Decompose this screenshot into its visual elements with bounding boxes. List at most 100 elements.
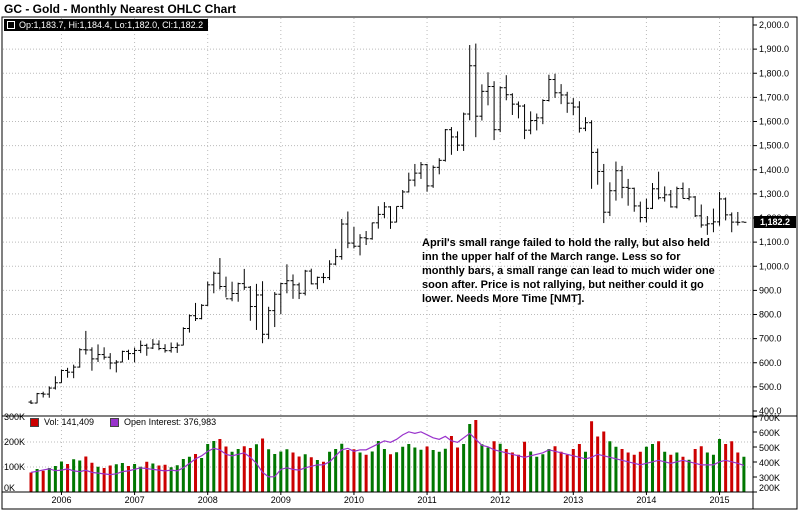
volume-bar bbox=[632, 454, 636, 492]
volume-bar bbox=[267, 449, 271, 492]
volume-bar bbox=[687, 459, 691, 492]
volume-bar bbox=[693, 449, 697, 492]
volume-bar bbox=[431, 450, 435, 492]
volume-bar bbox=[78, 460, 82, 492]
volume-bar bbox=[102, 468, 106, 492]
volume-tick-label: 100K bbox=[4, 462, 25, 472]
volume-bar bbox=[309, 457, 313, 492]
year-tick-label: 2015 bbox=[710, 495, 730, 505]
price-tick-label: 1,800.0 bbox=[759, 68, 789, 78]
volume-bar bbox=[705, 452, 709, 492]
annotation-line: lower. Needs More Time [NMT]. bbox=[422, 293, 585, 305]
year-tick-label: 2013 bbox=[563, 495, 583, 505]
volume-bar bbox=[35, 469, 39, 492]
volume-bar bbox=[504, 449, 508, 492]
volume-bar bbox=[468, 424, 472, 492]
quote-box: Op:1,183.7, Hi:1,184.4, Lo:1,182.0, Cl:1… bbox=[4, 19, 209, 31]
volume-bar bbox=[303, 454, 307, 492]
volume-bar bbox=[614, 446, 618, 492]
volume-legend: Vol: 141,409 Open Interest: 376,983 bbox=[30, 417, 216, 427]
volume-bar bbox=[498, 443, 502, 492]
price-tick-label: 900.0 bbox=[759, 285, 782, 295]
year-tick-label: 2007 bbox=[125, 495, 145, 505]
volume-bar bbox=[346, 450, 350, 492]
year-tick-label: 2011 bbox=[417, 495, 436, 505]
price-tick-label: 1,300.0 bbox=[759, 189, 789, 199]
volume-bar bbox=[218, 439, 222, 492]
volume-bar bbox=[486, 447, 490, 492]
oi-tick-label: 500K bbox=[759, 443, 780, 453]
volume-bar bbox=[620, 449, 624, 492]
volume-label: Vol: 141,409 bbox=[44, 417, 95, 427]
volume-bar bbox=[590, 421, 594, 492]
volume-swatch-icon bbox=[30, 417, 39, 427]
volume-bar bbox=[657, 441, 661, 492]
volume-bar bbox=[279, 451, 283, 492]
volume-bar bbox=[321, 461, 325, 492]
volume-bar bbox=[553, 446, 557, 492]
year-tick-label: 2009 bbox=[271, 495, 291, 505]
volume-bar bbox=[413, 447, 417, 492]
annotation-line: April's small range failed to hold the r… bbox=[422, 237, 710, 249]
open-interest-label: Open Interest: 376,983 bbox=[124, 417, 217, 427]
volume-bar bbox=[261, 438, 265, 492]
volume-bar bbox=[114, 464, 118, 492]
volume-bar bbox=[108, 465, 112, 492]
volume-bar bbox=[145, 461, 149, 492]
volume-tick-label: 300K bbox=[4, 412, 25, 422]
volume-bar bbox=[583, 451, 587, 492]
volume-bar bbox=[437, 451, 441, 492]
volume-bar bbox=[66, 464, 70, 492]
volume-bar bbox=[133, 464, 137, 492]
volume-bar bbox=[41, 470, 45, 492]
oi-tick-label: 300K bbox=[759, 473, 780, 483]
volume-bar bbox=[474, 420, 478, 492]
volume-bar bbox=[699, 446, 703, 492]
volume-bar bbox=[200, 458, 204, 492]
year-tick-label: 2014 bbox=[636, 495, 656, 505]
volume-bar bbox=[187, 456, 191, 492]
volume-bar bbox=[364, 454, 368, 492]
volume-bar bbox=[90, 462, 94, 492]
year-tick-label: 2008 bbox=[198, 495, 218, 505]
oi-tick-label: 700K bbox=[759, 413, 780, 423]
volume-bar bbox=[120, 463, 124, 492]
price-tick-label: 400.0 bbox=[759, 406, 782, 416]
volume-bar bbox=[181, 459, 185, 492]
price-tick-label: 1,600.0 bbox=[759, 117, 789, 127]
volume-bar bbox=[395, 452, 399, 492]
volume-bar bbox=[389, 454, 392, 492]
volume-bar bbox=[651, 444, 655, 492]
volume-bar bbox=[711, 454, 715, 492]
volume-bar bbox=[492, 441, 496, 492]
price-tick-label: 1,100.0 bbox=[759, 237, 789, 247]
volume-bar bbox=[730, 441, 734, 492]
volume-bar bbox=[419, 449, 423, 492]
volume-bar bbox=[352, 449, 356, 492]
volume-bar bbox=[212, 441, 216, 492]
volume-bar bbox=[565, 454, 569, 492]
volume-bar bbox=[84, 456, 88, 492]
price-tick-label: 2,000.0 bbox=[759, 20, 789, 30]
annotation-text: April's small range failed to hold the r… bbox=[422, 236, 767, 306]
volume-bar bbox=[206, 444, 210, 492]
volume-bar bbox=[315, 460, 319, 492]
volume-bar bbox=[96, 466, 100, 492]
volume-bar bbox=[59, 461, 63, 492]
year-tick-label: 2006 bbox=[51, 495, 71, 505]
volume-bar bbox=[157, 465, 161, 492]
volume-bar bbox=[169, 467, 173, 492]
volume-bar bbox=[535, 456, 539, 492]
volume-bar bbox=[151, 463, 155, 492]
volume-bar bbox=[462, 444, 466, 492]
volume-bar bbox=[370, 451, 374, 492]
chart-frame bbox=[1, 16, 798, 510]
volume-bar bbox=[663, 451, 667, 492]
volume-bar bbox=[742, 456, 746, 492]
volume-bar bbox=[376, 441, 380, 492]
price-tick-label: 500.0 bbox=[759, 382, 782, 392]
price-tick-label: 1,400.0 bbox=[759, 165, 789, 175]
volume-bar bbox=[29, 472, 33, 492]
price-tick-label: 1,900.0 bbox=[759, 44, 789, 54]
volume-bar bbox=[163, 464, 167, 492]
